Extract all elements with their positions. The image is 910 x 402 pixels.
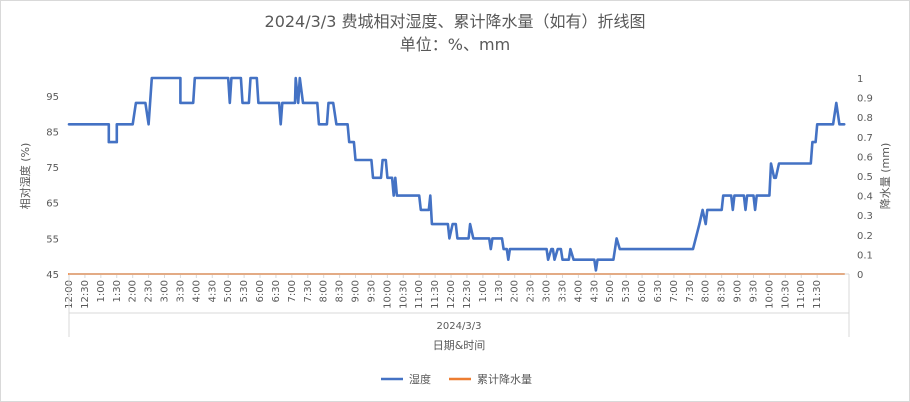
chart-title-line2: 单位：%、mm — [400, 35, 510, 54]
y-right-tick-label: 0.4 — [857, 192, 873, 203]
x-tick-label: 7:00 — [287, 280, 298, 302]
x-tick-label: 2:30 — [526, 280, 537, 302]
y-right-tick-label: 0.2 — [857, 231, 873, 242]
x-tick-label: 12:30 — [80, 280, 91, 309]
x-tick-label: 1:00 — [478, 280, 489, 302]
x-tick-label: 8:30 — [717, 280, 728, 302]
x-tick-label: 10:00 — [382, 280, 393, 309]
y-right-tick-label: 0.3 — [857, 211, 873, 222]
x-tick-label: 4:00 — [573, 280, 584, 302]
chart-title-line1: 2024/3/3 费城相对湿度、累计降水量（如有）折线图 — [265, 12, 646, 31]
x-tick-label: 7:00 — [669, 280, 680, 302]
x-tick-label: 11:30 — [430, 280, 441, 309]
y-right-tick-label: 0.5 — [857, 172, 873, 183]
x-tick-label: 1:30 — [494, 280, 505, 302]
y-left-tick-label: 85 — [46, 127, 59, 138]
y-right-tick-label: 0.9 — [857, 94, 873, 105]
x-tick-label: 5:30 — [621, 280, 632, 302]
x-tick-label: 1:30 — [112, 280, 123, 302]
y-right-tick-label: 0.1 — [857, 250, 873, 261]
y-right-tick-label: 1 — [857, 74, 863, 85]
x-tick-label: 10:30 — [780, 280, 791, 309]
x-tick-label: 2:00 — [128, 280, 139, 302]
y-left-tick-label: 75 — [46, 163, 59, 174]
y-left-tick-label: 65 — [46, 199, 59, 210]
x-tick-label: 8:00 — [701, 280, 712, 302]
series-lines — [67, 76, 846, 275]
x-tick-label: 5:30 — [239, 280, 250, 302]
series-line-humidity — [67, 76, 846, 272]
x-tick-label: 4:30 — [589, 280, 600, 302]
x-tick-label: 9:00 — [733, 280, 744, 302]
x-tick-label: 6:30 — [271, 280, 282, 302]
legend-label-humidity: 湿度 — [409, 372, 431, 386]
x-tick-label: 2:00 — [510, 280, 521, 302]
x-tick-label: 8:30 — [335, 280, 346, 302]
x-tick-label: 12:00 — [446, 280, 457, 309]
x-tick-label: 2:30 — [144, 280, 155, 302]
x-tick-label: 3:00 — [160, 280, 171, 302]
y-right-tick-label: 0 — [857, 270, 863, 281]
x-tick-label: 5:00 — [223, 280, 234, 302]
x-tick-label: 3:30 — [175, 280, 186, 302]
x-tick-label: 9:30 — [366, 280, 377, 302]
legend: 湿度 累计降水量 — [381, 372, 532, 386]
x-tick-label: 6:30 — [653, 280, 664, 302]
y-axis-right-ticks: 0 0.1 0.2 0.3 0.4 0.5 0.6 0.7 0.8 0.9 1 — [857, 74, 873, 281]
x-tick-label: 8:00 — [319, 280, 330, 302]
x-tick-label: 11:00 — [796, 280, 807, 309]
x-tick-label: 7:30 — [303, 280, 314, 302]
x-tick-label: 5:00 — [605, 280, 616, 302]
x-date-label: 2024/3/3 — [437, 321, 482, 332]
x-axis-ticks: 12:00 12:30 1:00 1:30 2:00 2:30 3:00 3:30 4:00 4:… — [64, 274, 850, 337]
y-left-tick-label: 45 — [46, 270, 59, 281]
y-left-tick-label: 55 — [46, 234, 59, 245]
y-left-tick-label: 95 — [46, 92, 59, 103]
x-tick-label: 6:00 — [255, 280, 266, 302]
y-axis-right-title: 降水量 (mm) — [878, 143, 892, 210]
x-tick-label: 1:00 — [96, 280, 107, 302]
x-tick-label: 11:00 — [414, 280, 425, 309]
y-axis-left-ticks: 45 55 65 75 85 95 — [46, 92, 59, 281]
x-tick-label: 9:00 — [351, 280, 362, 302]
y-axis-left-title: 相对湿度 (%) — [18, 143, 32, 210]
legend-label-precip: 累计降水量 — [477, 372, 532, 386]
x-tick-label: 10:00 — [764, 280, 775, 309]
x-tick-label: 11:30 — [812, 280, 823, 309]
x-tick-label: 9:30 — [748, 280, 759, 302]
x-axis-title: 日期&时间 — [433, 339, 486, 352]
y-right-tick-label: 0.6 — [857, 152, 873, 163]
y-right-tick-label: 0.8 — [857, 113, 873, 124]
y-right-tick-label: 0.7 — [857, 133, 873, 144]
x-tick-label: 6:00 — [637, 280, 648, 302]
x-tick-label: 3:00 — [542, 280, 553, 302]
x-tick-label: 4:30 — [207, 280, 218, 302]
x-tick-label: 10:30 — [398, 280, 409, 309]
x-tick-label: 12:30 — [462, 280, 473, 309]
x-tick-label: 7:30 — [685, 280, 696, 302]
x-tick-label: 3:30 — [557, 280, 568, 302]
x-tick-label: 4:00 — [191, 280, 202, 302]
